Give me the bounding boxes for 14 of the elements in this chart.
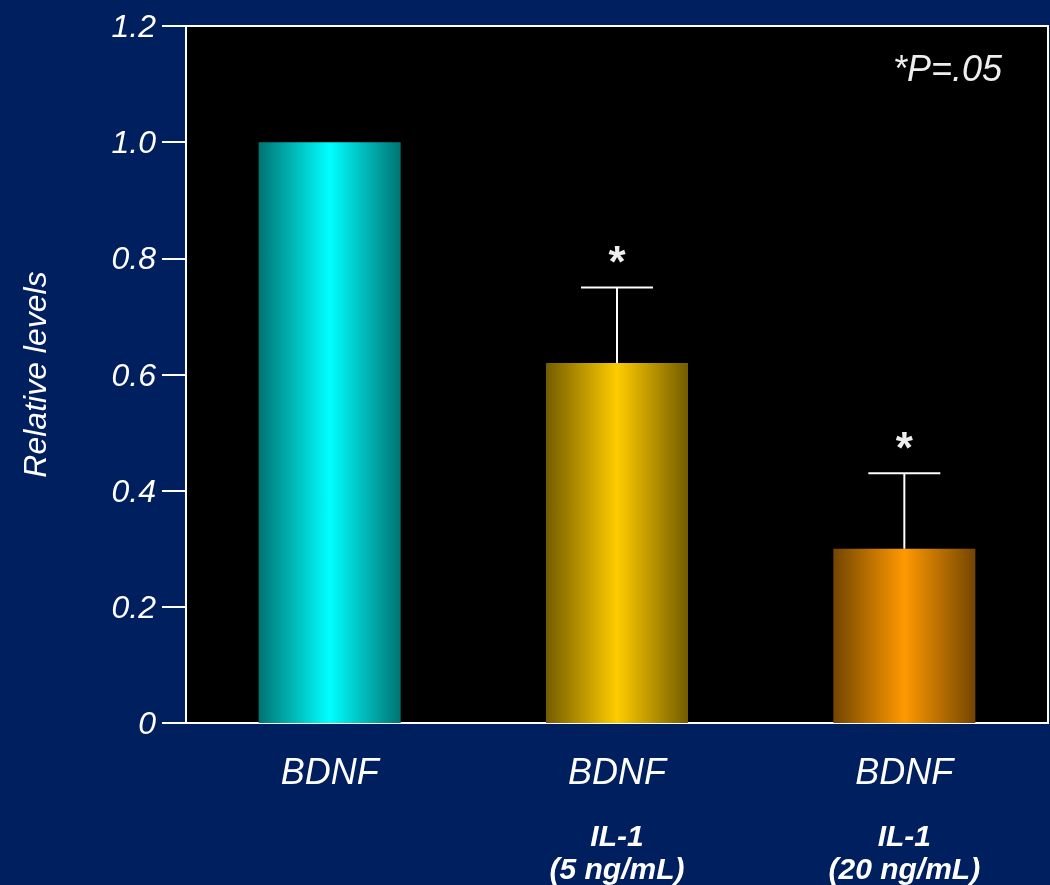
x-tick-label: BDNF IL-1 (5 ng/mL) [549, 750, 685, 885]
y-tick-label: 0.8 [111, 240, 157, 277]
y-tick-label: 0 [138, 705, 157, 741]
annotation: * [608, 236, 627, 286]
y-tick-label: 0.4 [111, 472, 156, 509]
x-tick-label: BDNF [280, 750, 381, 792]
y-tick-label: 1.2 [111, 8, 157, 44]
y-tick-label: 0.6 [111, 356, 157, 393]
x-tick-label: BDNF IL-1 (20 ng/mL) [828, 750, 981, 885]
y-axis-title: Relative levels [17, 271, 53, 478]
y-tick-label: 0.2 [111, 588, 157, 625]
annotation: * [895, 422, 914, 472]
annotation: *P=.05 [892, 47, 1003, 89]
y-tick-label: 1.0 [111, 124, 157, 161]
